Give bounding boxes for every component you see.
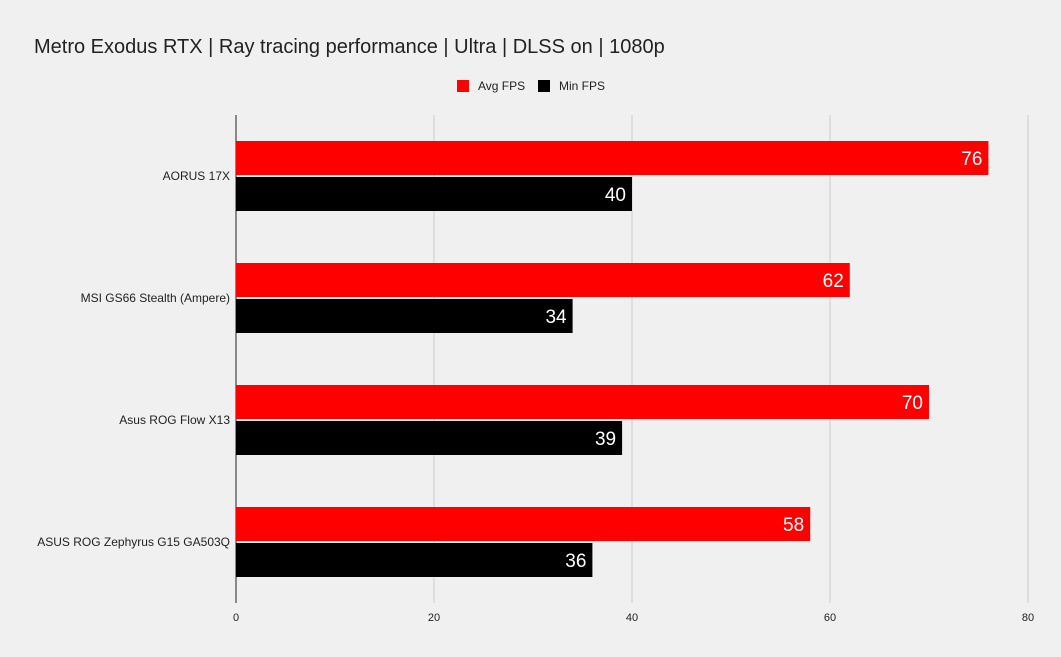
bar <box>236 543 593 577</box>
bar <box>236 141 989 175</box>
category-label: ASUS ROG Zephyrus G15 GA503Q <box>37 535 230 549</box>
data-label: 62 <box>823 271 844 292</box>
category-label: Asus ROG Flow X13 <box>119 413 230 427</box>
x-tick-label: 20 <box>428 612 440 624</box>
category-labels: AORUS 17X MSI GS66 Stealth (Ampere) Asus R… <box>37 169 230 549</box>
legend-label: Avg FPS <box>478 79 525 93</box>
bar <box>236 177 632 211</box>
bar <box>236 299 573 333</box>
bar <box>236 507 811 541</box>
data-label: 76 <box>961 149 982 170</box>
x-tick-label: 80 <box>1022 612 1034 624</box>
legend-label: Min FPS <box>559 79 605 93</box>
x-tick-label: 40 <box>626 612 638 624</box>
data-label: 34 <box>545 307 567 328</box>
legend-swatch <box>457 80 469 92</box>
x-tick-label: 0 <box>233 612 239 624</box>
bar <box>236 263 850 297</box>
x-tick-label: 60 <box>824 612 836 624</box>
bar <box>236 385 929 419</box>
data-label: 70 <box>902 393 923 414</box>
data-label: 39 <box>595 429 616 450</box>
category-label: AORUS 17X <box>163 169 230 183</box>
data-label: 40 <box>605 185 626 206</box>
data-label: 58 <box>783 515 804 536</box>
data-label: 36 <box>565 551 586 572</box>
legend: Avg FPS Min FPS <box>457 79 605 93</box>
bars: 76 40 62 34 70 39 58 36 <box>236 141 989 577</box>
category-label: MSI GS66 Stealth (Ampere) <box>81 291 230 305</box>
chart-title: Metro Exodus RTX | Ray tracing performan… <box>34 36 665 58</box>
bar <box>236 421 623 455</box>
x-axis-ticks: 0 20 40 60 80 <box>233 612 1034 624</box>
legend-swatch <box>538 80 550 92</box>
